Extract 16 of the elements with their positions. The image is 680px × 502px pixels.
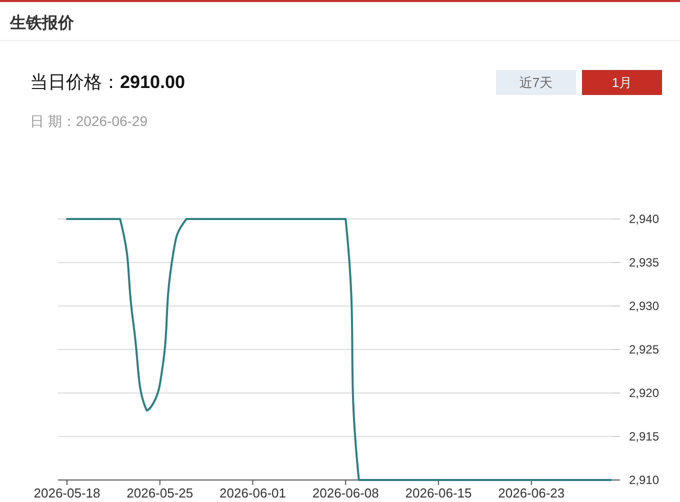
- x-tick-label: 2026-06-08: [312, 486, 379, 500]
- y-tick-label: 2,935: [629, 256, 660, 270]
- x-tick-label: 2026-05-25: [126, 486, 194, 500]
- x-tick-label: 2026-06-23: [498, 486, 565, 500]
- y-tick-label: 2,930: [629, 299, 660, 313]
- y-tick-label: 2,915: [629, 430, 660, 444]
- y-tick-label: 2,940: [629, 212, 660, 226]
- y-tick-label: 2,925: [629, 342, 660, 356]
- chart-subtitle: 当日价格：2910.00: [30, 71, 186, 94]
- text: 日 期：2026-06-29: [30, 112, 148, 130]
- y-tick-label: 2,910: [629, 473, 660, 487]
- y-tick-label: 2,920: [629, 386, 660, 400]
- chart-title: 生铁报价: [10, 14, 74, 34]
- x-tick-label: 2026-06-15: [405, 486, 472, 500]
- x-tick-label: 2026-06-01: [220, 486, 286, 500]
- x-tick-label: 2026-05-18: [34, 486, 100, 500]
